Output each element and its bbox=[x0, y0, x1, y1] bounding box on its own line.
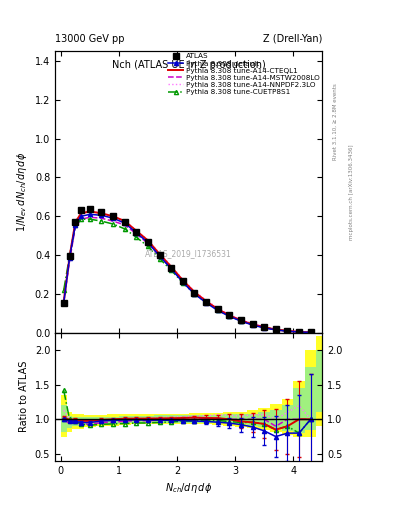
Text: mcplots.cern.ch [arXiv:1306.3436]: mcplots.cern.ch [arXiv:1306.3436] bbox=[349, 144, 354, 240]
Y-axis label: Ratio to ATLAS: Ratio to ATLAS bbox=[19, 361, 29, 433]
Text: Rivet 3.1.10, ≥ 2.8M events: Rivet 3.1.10, ≥ 2.8M events bbox=[333, 83, 338, 160]
Text: Z (Drell-Yan): Z (Drell-Yan) bbox=[263, 33, 322, 44]
Y-axis label: $1/N_{ev}\,dN_{ch}/d\eta\,d\phi$: $1/N_{ev}\,dN_{ch}/d\eta\,d\phi$ bbox=[15, 152, 29, 232]
Text: ATLAS_2019_I1736531: ATLAS_2019_I1736531 bbox=[145, 249, 232, 259]
Legend: ATLAS, Pythia 8.308 default, Pythia 8.308 tune-A14-CTEQL1, Pythia 8.308 tune-A14: ATLAS, Pythia 8.308 default, Pythia 8.30… bbox=[167, 53, 320, 95]
Text: 13000 GeV pp: 13000 GeV pp bbox=[55, 33, 125, 44]
X-axis label: $N_{ch}/d\eta\,d\phi$: $N_{ch}/d\eta\,d\phi$ bbox=[165, 481, 212, 495]
Text: Nch (ATLAS UE in Z production): Nch (ATLAS UE in Z production) bbox=[112, 60, 266, 70]
